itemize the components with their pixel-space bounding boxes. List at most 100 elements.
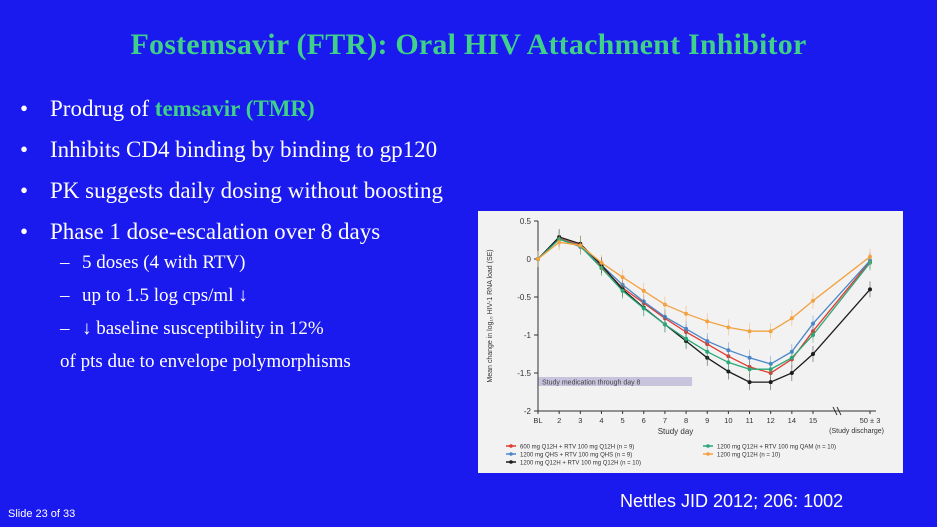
x-tick-label: 6 [642,416,646,425]
subbullet-marker: – [60,318,70,339]
slide-title: Fostemsavir (FTR): Oral HIV Attachment I… [130,28,807,61]
data-point [705,319,710,324]
data-point [662,322,667,327]
data-point [811,333,815,337]
data-point [662,302,667,307]
legend-marker [509,452,513,456]
data-point [726,348,731,353]
bullet-item: • Prodrug of temsavir (TMR) [20,96,443,137]
x-tick-label: 2 [557,416,561,425]
subbullet-continuation: of pts due to envelope polymorphisms [60,351,351,372]
data-point [868,287,872,292]
data-point [789,371,794,375]
subbullet-text: up to 1.5 log cps/ml ↓ [82,285,248,306]
data-point [620,288,625,293]
x-extra-label: (Study discharge) [829,428,884,435]
bullet-marker: • [20,96,29,121]
study-medication-bar [538,377,693,386]
data-point [726,325,731,330]
series-line [537,237,871,374]
data-point [641,288,646,293]
data-point [811,321,815,326]
series-line [537,238,871,370]
series [536,231,872,378]
data-point [811,298,815,303]
y-tick-label: 0 [527,255,532,264]
legend-label: 1200 mg QHS + RTV 100 mg QHS (n = 9) [520,453,632,459]
subbullet-item: – ↓ baseline susceptibility in 12% [60,318,351,351]
data-point [747,367,752,372]
y-tick-label: -1.5 [517,369,531,378]
bullet-marker: • [20,178,29,203]
subbullet-text: ↓ baseline susceptibility in 12% [82,318,324,339]
x-tick-label: 8 [684,416,688,425]
x-tick-label: 3 [578,416,582,425]
x-tick-label: 14 [788,416,796,425]
data-point [705,339,710,344]
data-point [684,311,689,316]
x-tick-label: 12 [767,416,775,425]
axis-break-mark [832,406,838,416]
x-tick-label: 9 [705,416,709,425]
bullet-list: • Prodrug of temsavir (TMR) • Inhibits C… [20,96,443,260]
bullet-text: Prodrug of temsavir (TMR) [50,96,315,121]
data-point [747,355,752,360]
annotation-label: Study medication through day 8 [542,380,641,387]
legend-marker [509,444,513,448]
x-tick-label: 10 [724,416,732,425]
y-tick-label: -1 [524,331,532,340]
axis-break-mark [836,406,842,416]
bullet-text: Inhibits CD4 binding by binding to gp120 [50,137,438,162]
series-line [537,236,871,383]
series [536,234,872,340]
bullet-text: Phase 1 dose-escalation over 8 days [50,219,381,244]
slide-number: Slide 23 of 33 [8,508,76,520]
legend-label: 1200 mg Q12H + RTV 100 mg Q12H (n = 10) [520,461,641,467]
data-point [747,380,752,385]
x-tick-label: 50 ± 3 [860,416,881,425]
data-point [747,329,752,334]
y-tick-label: -0.5 [517,293,531,302]
legend-marker [509,460,513,464]
data-point [726,360,731,365]
legend-marker [706,452,710,456]
data-point [557,240,562,245]
subbullet-item: – up to 1.5 log cps/ml ↓ [60,285,351,318]
data-point [768,329,773,334]
x-tick-label: 4 [599,416,603,425]
subbullet-list: – 5 doses (4 with RTV) – up to 1.5 log c… [60,252,351,384]
data-point [811,352,815,356]
x-tick-label: 15 [809,416,817,425]
data-point [768,367,773,372]
data-point [705,349,710,354]
highlight-text: temsavir (TMR) [154,96,315,121]
subbullet-item: – 5 doses (4 with RTV) [60,252,351,285]
y-axis-label: Mean change in log₁₀ HIV-1 RNA load (SE) [487,249,494,382]
viral-load-chart: Study medication through day 8 0.5 0 -0.5 -1… [487,217,884,467]
data-point [536,257,540,261]
x-tick-label: BL [533,416,542,425]
y-tick-label: -2 [524,407,532,416]
x-tick-label: 11 [746,416,754,425]
data-point [684,336,689,341]
bullet-marker: • [20,137,29,162]
x-tick-label: 5 [621,416,625,425]
data-point [684,326,689,331]
data-point [768,380,773,385]
data-point [726,369,731,374]
data-point [599,260,604,265]
data-point [620,275,625,280]
data-point [868,254,872,259]
y-tick-label: 0.5 [520,217,532,226]
legend-label: 1200 mg Q12H (n = 10) [717,453,780,459]
x-tick-label: 7 [663,416,667,425]
data-point [578,243,583,248]
legend-label: 600 mg Q12H + RTV 100 mg Q12H (n = 9) [520,445,634,451]
citation: Nettles JID 2012; 206: 1002 [620,491,844,511]
subbullet-marker: – [60,285,70,306]
bullet-item: • Phase 1 dose-escalation over 8 days [20,219,443,260]
legend-marker [706,444,710,448]
bullet-marker: • [20,219,29,244]
bullet-item: • PK suggests daily dosing without boost… [20,178,443,219]
bullet-item: • Inhibits CD4 binding by binding to gp1… [20,137,443,178]
